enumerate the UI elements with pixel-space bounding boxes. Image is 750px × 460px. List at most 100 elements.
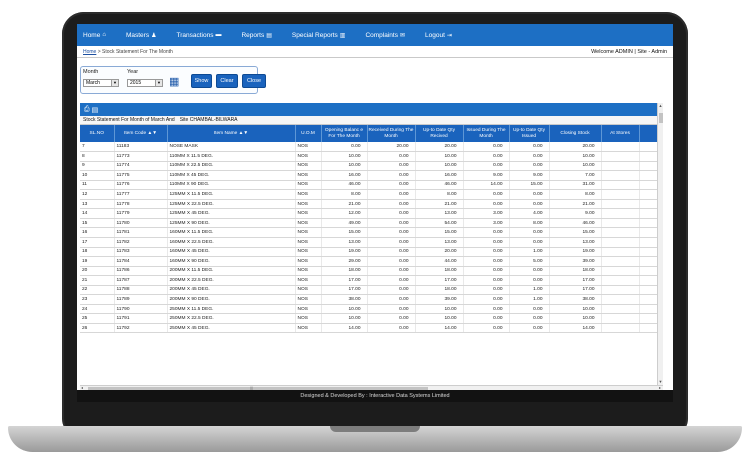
table-cell: 4.00 [509, 208, 550, 219]
table-cell: NOS [295, 275, 322, 286]
table-cell: 14.00 [463, 180, 510, 191]
table-cell: NOS [295, 161, 322, 172]
table-cell: 11777 [114, 189, 168, 200]
breadcrumb-current: Stock Statement For The Month [102, 48, 173, 55]
nav-home[interactable]: Home ⌂ [83, 32, 106, 39]
table-cell: 200MM X 45 DEG. [167, 285, 296, 296]
calculator-search-icon[interactable]: ▦ [169, 76, 180, 88]
table-cell: 10.00 [415, 313, 464, 324]
clear-button[interactable]: Clear [216, 74, 238, 88]
table-cell: 110MM X 22.5 DEG. [167, 161, 296, 172]
footer: Designed & Developed By : Interactive Da… [77, 390, 673, 402]
table-cell: 200MM X 90 DEG. [167, 294, 296, 305]
nav-special-reports[interactable]: Special Reports ▥ [292, 32, 346, 39]
table-cell: 11774 [114, 161, 168, 172]
table-row: 26 11792 250MM X 45 DEG. NOS 14.00 0.00 14.00 0… [80, 323, 657, 334]
table-cell: 160MM X 45 DEG. [167, 247, 296, 258]
table-cell: 160MM X 90 DEG. [167, 256, 296, 267]
table-cell: 0.00 [367, 151, 416, 162]
scroll-thumb[interactable] [659, 113, 663, 123]
table-cell: 0.00 [463, 304, 510, 315]
nav-transactions[interactable]: Transactions ▬ [176, 32, 221, 39]
table-cell: 19.00 [321, 247, 368, 258]
print-icon[interactable]: ⎙ [84, 105, 90, 113]
table-cell [601, 247, 640, 258]
table-cell: 17.00 [321, 275, 368, 286]
table-cell: 13.00 [415, 208, 464, 219]
close-button[interactable]: Close [242, 74, 266, 88]
table-row: 13 11778 125MM X 22.5 DEG. NOS 21.00 0.00 21.0… [80, 199, 657, 210]
table-cell: NOSE MASK [167, 142, 296, 153]
table-cell: 38.00 [549, 294, 602, 305]
scroll-right-icon[interactable]: ▸ [658, 385, 661, 390]
table-cell: 18.00 [321, 266, 368, 277]
table-cell: 24 [80, 304, 115, 315]
table-cell: NOS [295, 294, 322, 305]
table-cell [639, 313, 657, 324]
table-cell: NOS [295, 266, 322, 277]
laptop-notch [330, 426, 420, 432]
column-header: Up-to Date Qty Recived [415, 125, 464, 142]
nav-home-label: Home [83, 31, 101, 39]
table-cell: 0.00 [367, 256, 416, 267]
table-cell: 0.00 [509, 227, 550, 238]
table-cell: 0.00 [367, 218, 416, 229]
table-cell: 1.00 [509, 247, 550, 258]
scroll-down-icon[interactable]: ▼ [658, 379, 663, 384]
table-cell: 10.00 [549, 304, 602, 315]
table-cell: 11773 [114, 151, 168, 162]
nav-special-reports-label: Special Reports [291, 31, 338, 39]
table-cell [639, 180, 657, 191]
table-cell: NOS [295, 227, 322, 238]
table-cell: 8.00 [415, 189, 464, 200]
column-header[interactable]: Item Name ▲▼ [167, 125, 296, 142]
h-scroll-thumb[interactable] [88, 387, 428, 391]
table-cell: 10 [80, 170, 115, 181]
scroll-left-icon[interactable]: ◂ [81, 385, 84, 390]
table-cell: 13.00 [415, 237, 464, 248]
breadcrumb-bar: Home > Stock Statement For The Month Wel… [77, 46, 673, 58]
table-cell: 250MM X 11.5 DEG. [167, 304, 296, 315]
table-cell: 0.00 [367, 304, 416, 315]
export-icon[interactable]: ▤ [91, 106, 99, 114]
nav-complaints[interactable]: Complaints ✉ [365, 32, 405, 39]
table-cell: 12.00 [321, 208, 368, 219]
table-cell: 8 [80, 151, 115, 162]
table-cell: 21.00 [549, 199, 602, 210]
scroll-up-icon[interactable]: ▲ [658, 103, 663, 108]
table-cell: 0.00 [463, 256, 510, 267]
vertical-scrollbar[interactable]: ▲ ▼ [657, 103, 663, 385]
table-cell: 200MM X 22.5 DEG. [167, 275, 296, 286]
table-cell: 13.00 [321, 237, 368, 248]
files-icon: ▥ [339, 32, 346, 39]
table-cell [601, 275, 640, 286]
table-cell [601, 142, 640, 153]
table-cell [639, 256, 657, 267]
table-cell: 8.00 [549, 189, 602, 200]
year-select[interactable]: 2015 ▼ [127, 79, 163, 87]
table-cell [639, 275, 657, 286]
table-cell: 0.00 [463, 323, 510, 334]
table-cell: 11792 [114, 323, 168, 334]
column-header[interactable]: Item Code ▲▼ [114, 125, 168, 142]
table-cell: 8.00 [321, 189, 368, 200]
breadcrumb-home-link[interactable]: Home [83, 48, 97, 55]
horizontal-scrollbar[interactable]: ◂ ||| ▸ [80, 385, 663, 391]
envelope-icon: ✉ [399, 32, 405, 39]
table-cell: NOS [295, 304, 322, 315]
show-button[interactable]: Show [191, 74, 212, 88]
table-cell: 0.00 [463, 227, 510, 238]
table-cell: 18.00 [415, 266, 464, 277]
nav-logout[interactable]: Logout ⇥ [425, 32, 452, 39]
table-row: 8 11773 110MM X 11.5 DEG. NOS 10.00 0.00 10.00… [80, 151, 657, 162]
top-nav: Home ⌂ Masters ♟ Transactions ▬ Reports ▤ Sp… [77, 24, 673, 46]
table-cell: 0.00 [367, 227, 416, 238]
nav-reports[interactable]: Reports ▤ [241, 32, 271, 39]
table-cell: 0.00 [463, 313, 510, 324]
table-cell [601, 313, 640, 324]
table-cell: 15.00 [549, 227, 602, 238]
table-cell [639, 161, 657, 172]
table-cell: 0.00 [509, 189, 550, 200]
month-select[interactable]: March ▼ [83, 79, 119, 87]
nav-masters[interactable]: Masters ♟ [126, 32, 157, 39]
